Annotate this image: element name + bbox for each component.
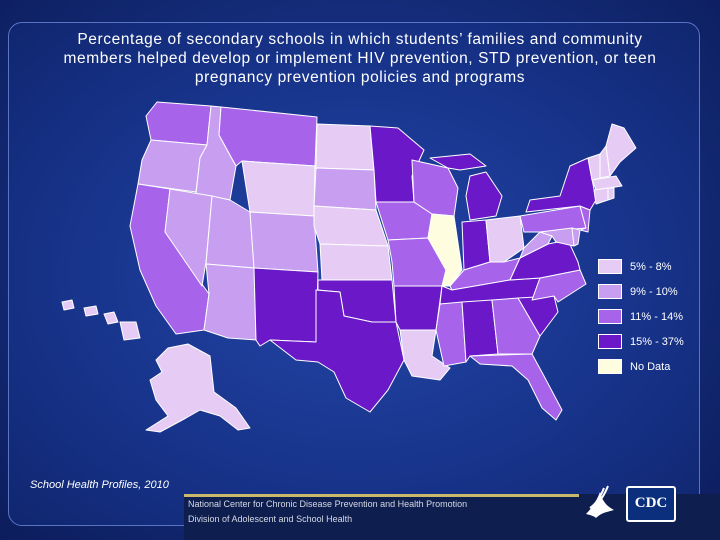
legend: 5% - 8% 9% - 10% 11% - 14% 15% - 37% No …: [598, 254, 684, 379]
state-DE: [571, 227, 581, 247]
legend-item: 15% - 37%: [598, 329, 684, 354]
map-title: Percentage of secondary schools in which…: [20, 30, 700, 87]
state-ND: [315, 123, 375, 171]
title-line-2: members helped develop or implement HIV …: [63, 50, 657, 67]
legend-label: 5% - 8%: [630, 260, 672, 273]
state-GA: [491, 297, 541, 355]
state-WA: [145, 101, 212, 146]
state-SD: [313, 167, 377, 211]
state-LA: [399, 329, 451, 381]
state-IL: [427, 213, 463, 287]
state-MI: [465, 171, 503, 221]
state-ME: [605, 123, 637, 177]
legend-item: No Data: [598, 354, 684, 379]
hhs-eagle-logo: [586, 485, 614, 518]
legend-item: 5% - 8%: [598, 254, 684, 279]
state-MI-UP: [429, 153, 487, 171]
state-MT: [218, 106, 318, 167]
state-CO: [249, 211, 319, 273]
source-citation: School Health Profiles, 2010: [30, 479, 169, 491]
legend-label: No Data: [630, 360, 671, 373]
state-AZ: [203, 263, 257, 341]
state-NM: [253, 267, 319, 347]
state-KS: [319, 243, 393, 281]
state-IN: [461, 219, 491, 271]
state-NY: [525, 157, 597, 213]
state-MS: [435, 301, 467, 367]
title-line-1: Percentage of secondary schools in which…: [77, 31, 643, 48]
legend-label: 11% - 14%: [630, 310, 683, 323]
state-WY: [241, 160, 316, 217]
state-MA: [591, 175, 623, 191]
legend-label: 15% - 37%: [630, 335, 684, 348]
state-OH: [485, 215, 525, 263]
state-TX: [269, 289, 405, 413]
legend-label: 9% - 10%: [630, 285, 678, 298]
legend-swatch: [598, 359, 622, 374]
state-HI: [61, 299, 141, 341]
state-UT: [205, 195, 255, 269]
state-FL: [469, 353, 563, 421]
state-NV: [164, 188, 213, 287]
legend-swatch: [598, 284, 622, 299]
cdc-logo: CDC: [626, 486, 676, 522]
legend-item: 9% - 10%: [598, 279, 684, 304]
state-CT: [593, 187, 609, 205]
state-AK: [145, 343, 251, 433]
footer-division-name: Division of Adolescent and School Health: [188, 514, 353, 524]
state-AL: [461, 299, 499, 363]
state-RI: [607, 187, 615, 201]
footer-center-name: National Center for Chronic Disease Prev…: [188, 499, 468, 509]
state-NE: [313, 205, 389, 247]
state-MD: [539, 227, 575, 247]
title-line-3: pregnancy prevention policies and progra…: [194, 69, 526, 86]
legend-swatch: [598, 334, 622, 349]
legend-swatch: [598, 259, 622, 274]
legend-swatch: [598, 309, 622, 324]
state-AR: [393, 285, 443, 331]
legend-item: 11% - 14%: [598, 304, 684, 329]
